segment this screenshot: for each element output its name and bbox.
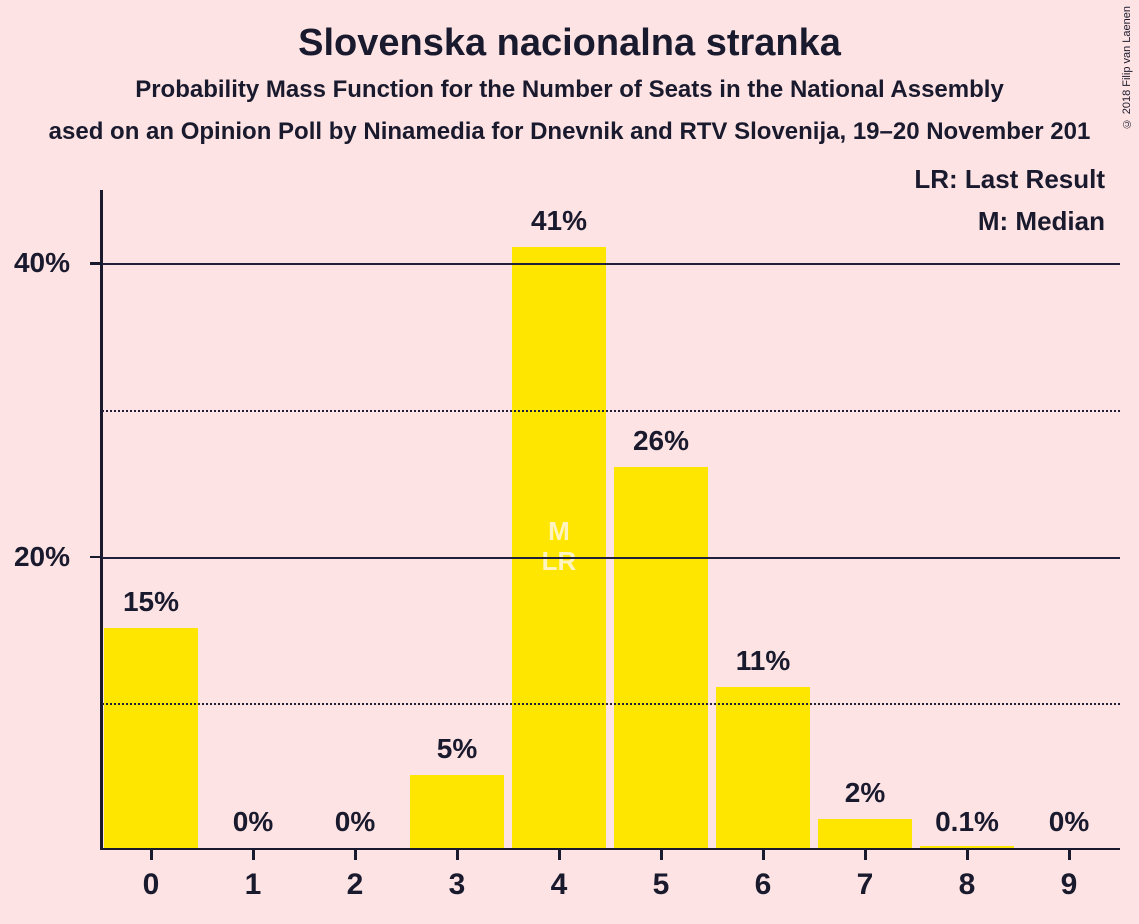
x-tick-mark — [660, 850, 663, 860]
x-tick-mark — [558, 850, 561, 860]
x-tick-mark — [150, 850, 153, 860]
plot-area: 15%0%0%5%41%MLR26%11%2%0.1%0% 20%40%0123… — [100, 190, 1120, 850]
x-tick-mark — [864, 850, 867, 860]
bar-value-label: 11% — [736, 645, 791, 677]
x-tick-mark — [762, 850, 765, 860]
x-tick-label: 7 — [857, 868, 874, 902]
bar: 41%MLR — [512, 247, 606, 848]
x-tick-label: 6 — [755, 868, 772, 902]
x-tick-label: 0 — [143, 868, 160, 902]
x-tick-label: 5 — [653, 868, 670, 902]
y-tick-mark — [90, 262, 100, 265]
chart-subtitle-2: ased on an Opinion Poll by Ninamedia for… — [49, 118, 1091, 146]
x-tick-label: 2 — [347, 868, 364, 902]
bar — [920, 846, 1014, 848]
gridline-major — [102, 263, 1120, 265]
x-tick-mark — [354, 850, 357, 860]
bar: 2% — [818, 819, 912, 848]
chart-subtitle-1: Probability Mass Function for the Number… — [135, 76, 1004, 104]
bar-value-label: 2% — [845, 777, 885, 809]
x-tick-label: 3 — [449, 868, 466, 902]
bar: 15% — [104, 628, 198, 848]
bar-value-label: 5% — [437, 733, 477, 765]
bar-value-label: 0% — [335, 806, 375, 838]
x-tick-label: 9 — [1061, 868, 1078, 902]
y-tick-mark — [90, 556, 100, 559]
bar-value-label: 15% — [123, 586, 179, 618]
chart-container: Slovenska nacionalna stranka Probability… — [0, 0, 1139, 924]
chart-title: Slovenska nacionalna stranka — [298, 22, 841, 65]
x-tick-mark — [456, 850, 459, 860]
x-tick-mark — [966, 850, 969, 860]
x-tick-mark — [252, 850, 255, 860]
x-tick-label: 4 — [551, 868, 568, 902]
bar-value-label: 0% — [233, 806, 273, 838]
gridline-minor — [102, 410, 1120, 412]
bar-value-label: 0.1% — [935, 806, 999, 838]
bar-value-label: 26% — [633, 425, 689, 457]
bar-inner-marker: MLR — [542, 517, 577, 577]
bar-value-label: 0% — [1049, 806, 1089, 838]
bar: 26% — [614, 467, 708, 848]
x-tick-mark — [1068, 850, 1071, 860]
bar: 11% — [716, 687, 810, 848]
copyright-text: © 2018 Filip van Laenen — [1121, 6, 1133, 129]
x-tick-label: 1 — [245, 868, 262, 902]
bars-group: 15%0%0%5%41%MLR26%11%2%0.1%0% — [100, 190, 1120, 850]
gridline-minor — [102, 703, 1120, 705]
gridline-major — [102, 557, 1120, 559]
x-tick-label: 8 — [959, 868, 976, 902]
y-tick-label: 20% — [14, 541, 70, 573]
bar-value-label: 41% — [531, 205, 587, 237]
y-tick-label: 40% — [14, 247, 70, 279]
bar: 5% — [410, 775, 504, 848]
